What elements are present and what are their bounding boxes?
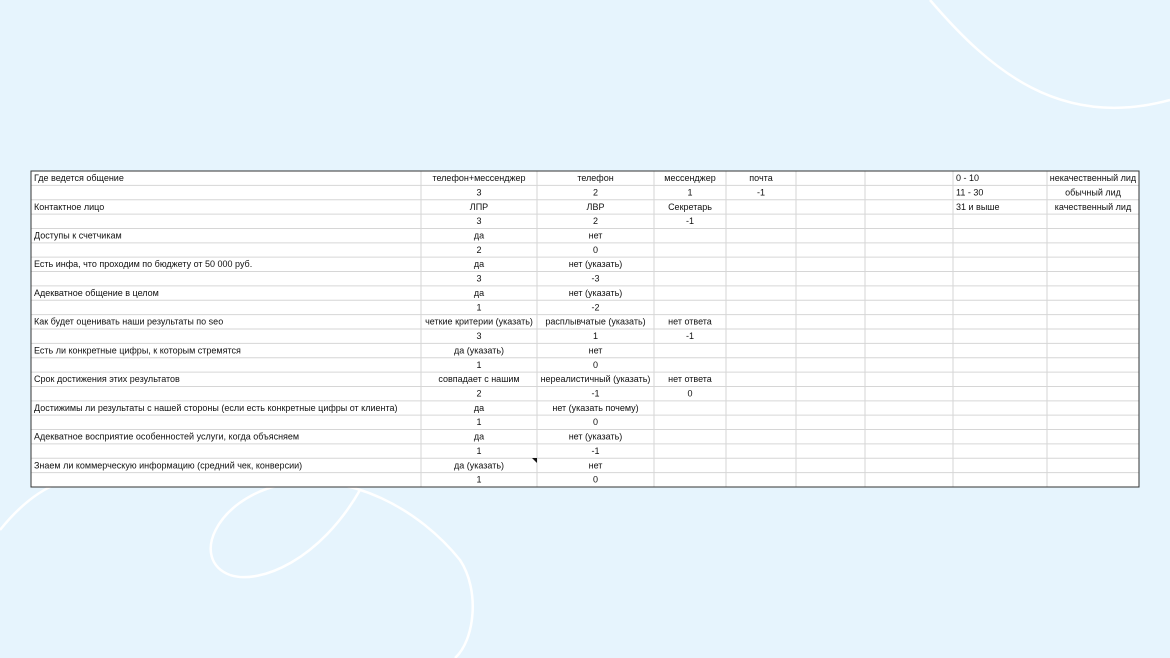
cell-text: нет ответа	[668, 374, 712, 384]
cell-text: Где ведется общение	[34, 173, 124, 183]
cell-text: телефон+мессенджер	[432, 173, 525, 183]
cell-text: да	[474, 231, 484, 241]
cell-text: 1	[476, 360, 481, 370]
cell-text: нет (указать почему)	[552, 403, 638, 413]
cell-text: Есть ли конкретные цифры, к которым стре…	[34, 345, 241, 355]
cell-text: 2	[593, 187, 598, 197]
cell-text: да (указать)	[454, 345, 504, 355]
cell-text: нет (указать)	[569, 259, 623, 269]
cell-text: -1	[686, 331, 694, 341]
cell-text: Контактное лицо	[34, 202, 104, 212]
cell-text: 3	[476, 187, 481, 197]
cell-text: Адекватное общение в целом	[34, 288, 159, 298]
cell-text: -1	[591, 446, 599, 456]
cell-text: нет (указать)	[569, 288, 623, 298]
comment-marker	[532, 458, 537, 463]
cell-text: мессенджер	[664, 173, 715, 183]
grid	[30, 171, 1140, 487]
cell-text: четкие критерии (указать)	[425, 317, 533, 327]
cell-text: 11 - 30	[956, 187, 983, 197]
cell-text: 0	[593, 245, 598, 255]
cell-text: -1	[686, 216, 694, 226]
cell-text: да (указать)	[454, 460, 504, 470]
cell-text: совпадает с нашим	[438, 374, 519, 384]
cell-text: -1	[591, 389, 599, 399]
cell-text: 1	[476, 302, 481, 312]
cell-text: почта	[749, 173, 772, 183]
cell-text: телефон	[577, 173, 613, 183]
cell-text: ЛВР	[587, 202, 605, 212]
cell-text: 1	[476, 417, 481, 427]
cell-text: да	[474, 259, 484, 269]
cell-text: Достижимы ли результаты с нашей стороны …	[34, 403, 397, 413]
cell-text: Знаем ли коммерческую информацию (средни…	[34, 460, 302, 470]
cell-text: да	[474, 288, 484, 298]
cell-text: 1	[476, 475, 481, 485]
cell-text: да	[474, 432, 484, 442]
cell-text: нереалистичный (указать)	[541, 374, 651, 384]
cell-text: 2	[593, 216, 598, 226]
cell-text: нет (указать)	[569, 432, 623, 442]
cell-text: да	[474, 403, 484, 413]
cells: Где ведется общение телефон+мессенджер тел…	[34, 173, 1137, 485]
cell-text: 0	[593, 475, 598, 485]
cell-text: Как будет оценивать наши результаты по s…	[34, 317, 223, 327]
cell-text: нет	[589, 460, 603, 470]
cell-text: Секретарь	[668, 202, 712, 212]
cell-text: 1	[593, 331, 598, 341]
cell-text: 2	[476, 245, 481, 255]
cell-text: 3	[476, 274, 481, 284]
cell-text: Срок достижения этих результатов	[34, 374, 180, 384]
cell-text: нет	[589, 345, 603, 355]
cell-text: 0 - 10	[956, 173, 979, 183]
cell-text: 0	[687, 389, 692, 399]
cell-text: 0	[593, 360, 598, 370]
cell-text: 1	[687, 187, 692, 197]
cell-text: некачественный лид	[1050, 173, 1137, 183]
cell-text: Есть инфа, что проходим по бюджету от 50…	[34, 259, 252, 269]
cell-text: нет	[589, 231, 603, 241]
cell-text: -3	[591, 274, 599, 284]
cell-text: качественный лид	[1055, 202, 1132, 212]
cell-text: ЛПР	[470, 202, 488, 212]
cell-text: 3	[476, 216, 481, 226]
cell-text: расплывчатые (указать)	[545, 317, 645, 327]
cell-text: 0	[593, 417, 598, 427]
cell-text: Адекватное восприятие особенностей услуг…	[34, 432, 299, 442]
cell-text: нет ответа	[668, 317, 712, 327]
cell-text: 2	[476, 389, 481, 399]
sheet-border	[30, 170, 1140, 488]
cell-text: -2	[591, 302, 599, 312]
cell-text: 3	[476, 331, 481, 341]
cell-text: обычный лид	[1065, 187, 1122, 197]
cell-text: -1	[757, 187, 765, 197]
cell-text: 1	[476, 446, 481, 456]
cell-text: 31 и выше	[956, 202, 1000, 212]
cell-text: Доступы к счетчикам	[34, 231, 122, 241]
